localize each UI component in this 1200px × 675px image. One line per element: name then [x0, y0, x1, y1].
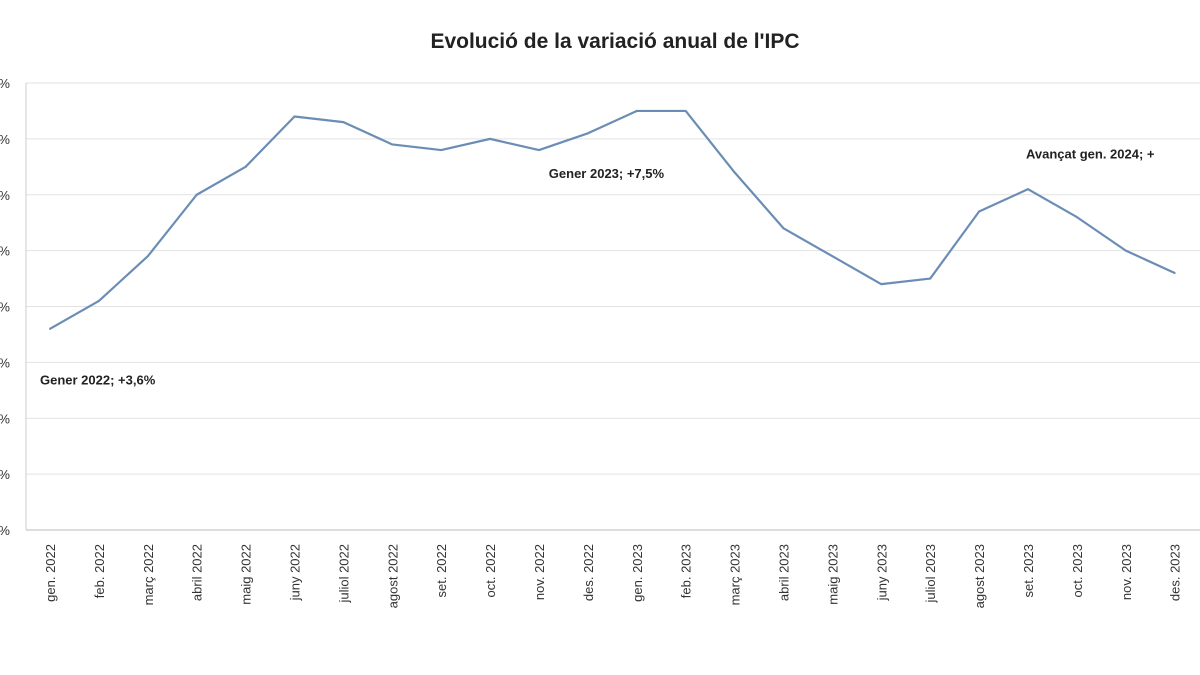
x-tick-label: juliol 2023	[923, 544, 938, 604]
data-point	[880, 283, 883, 286]
data-point	[538, 149, 540, 152]
x-tick-label: set. 2023	[1021, 544, 1036, 598]
x-tick-label: gen. 2023	[630, 544, 645, 602]
data-point	[1027, 188, 1029, 191]
x-tick-label: oct. 2022	[483, 544, 498, 598]
data-point	[391, 143, 394, 146]
x-tick-label: set. 2022	[434, 544, 449, 598]
x-tick-label: juny 2022	[288, 544, 303, 601]
x-tick-label: agost 2023	[972, 544, 987, 608]
x-tick-label: març 2022	[141, 544, 156, 605]
y-tick-label: 6%	[0, 188, 10, 203]
data-point	[684, 109, 687, 112]
chart-title: Evolució de la variació anual de l'IPC	[430, 30, 800, 53]
data-point	[146, 255, 149, 258]
y-tick-label: 7%	[0, 132, 10, 147]
x-tick-label: oct. 2023	[1070, 544, 1085, 598]
annotation-label: Gener 2023; +7,5%	[549, 166, 665, 181]
annotation-label: Avançat gen. 2024; +	[1026, 146, 1155, 161]
x-tick-label: maig 2022	[239, 544, 254, 605]
y-tick-label: 5%	[0, 244, 10, 259]
x-tick-label: nov. 2023	[1119, 544, 1134, 600]
x-tick-label: maig 2023	[825, 544, 840, 605]
x-tick-label: nov. 2022	[532, 544, 547, 600]
data-point	[1173, 271, 1176, 274]
y-tick-label: 4%	[0, 300, 10, 315]
x-tick-label: juliol 2022	[336, 544, 351, 604]
data-point	[49, 327, 51, 330]
data-point	[733, 171, 736, 174]
x-tick-label: agost 2022	[385, 544, 400, 608]
data-point	[195, 193, 198, 196]
annotation-label: Gener 2022; +3,6%	[40, 373, 156, 388]
x-tick-label: abril 2022	[190, 544, 205, 601]
y-tick-label: 0%	[0, 523, 10, 538]
x-tick-label: abril 2023	[777, 544, 792, 601]
x-tick-label: gen. 2022	[43, 544, 58, 602]
data-point	[831, 255, 834, 258]
data-point	[586, 132, 589, 135]
x-tick-label: març 2023	[728, 544, 743, 605]
data-point	[782, 227, 785, 230]
data-point	[244, 165, 247, 168]
x-tick-label: feb. 2022	[92, 544, 107, 598]
data-point	[97, 299, 100, 302]
y-tick-label: 3%	[0, 355, 10, 370]
y-tick-label: 1%	[0, 467, 10, 482]
x-tick-label: des. 2023	[1168, 544, 1183, 601]
data-point	[978, 210, 981, 213]
data-point	[929, 277, 932, 280]
data-point	[293, 115, 296, 118]
data-point	[1075, 216, 1078, 219]
x-tick-label: feb. 2023	[679, 544, 694, 598]
y-tick-label: 8%	[0, 76, 10, 91]
data-point	[489, 137, 492, 140]
data-point	[440, 149, 443, 152]
data-point	[342, 121, 345, 124]
data-point	[1124, 249, 1127, 252]
x-tick-label: des. 2022	[581, 544, 596, 601]
data-line	[49, 109, 1176, 330]
data-point	[635, 109, 638, 112]
x-tick-label: juny 2023	[874, 544, 889, 601]
y-tick-label: 2%	[0, 411, 10, 426]
